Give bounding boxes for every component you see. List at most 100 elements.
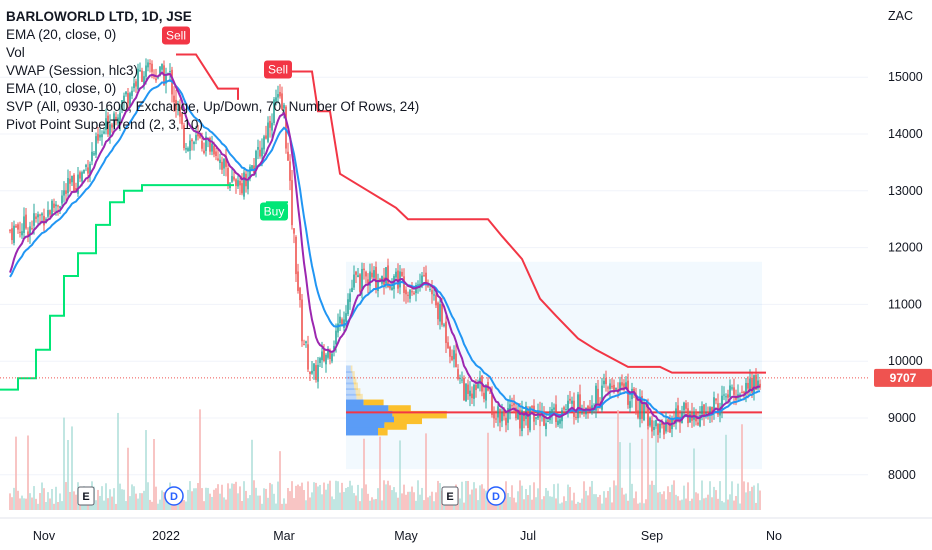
volume-bar	[621, 487, 623, 510]
price-tick-label: 12000	[888, 241, 923, 255]
volume-bar	[49, 498, 51, 510]
candle-body	[43, 215, 45, 226]
volume-bar	[407, 491, 409, 510]
candle-body	[503, 409, 505, 417]
candle-body	[605, 377, 607, 385]
candle-body	[19, 231, 21, 233]
volume-bar	[15, 436, 17, 510]
indicator-ema10[interactable]: EMA (10, close, 0)	[6, 81, 117, 96]
volume-bar	[759, 490, 761, 510]
volume-bar	[61, 501, 63, 510]
candle-body	[231, 176, 233, 182]
candle-body	[577, 394, 579, 419]
volume-bar	[101, 486, 103, 510]
volume-bar	[741, 424, 743, 510]
volume-bar	[343, 492, 345, 510]
volume-bar	[73, 491, 75, 510]
volume-bar	[63, 417, 65, 510]
dividend-event-marker	[486, 486, 506, 506]
svp-row-down	[388, 405, 411, 413]
candle-body	[697, 422, 699, 425]
volume-bar	[333, 499, 335, 510]
time-tick-label: No	[766, 529, 782, 543]
volume-bar	[615, 485, 617, 510]
earnings-event-marker	[441, 486, 459, 506]
volume-bar	[9, 493, 11, 510]
indicator-supertrend[interactable]: Pivot Point SuperTrend (2, 3, 10)	[6, 117, 203, 132]
candle-body	[549, 410, 551, 421]
volume-bar	[319, 484, 321, 510]
volume-bar	[475, 488, 477, 510]
candle-body	[497, 406, 499, 418]
candle-body	[637, 410, 639, 418]
candle-body	[357, 275, 359, 278]
indicator-volume[interactable]: Vol	[6, 45, 25, 60]
volume-bar	[235, 481, 237, 510]
candle-body	[635, 393, 637, 414]
volume-bar	[425, 433, 427, 510]
volume-bar	[399, 440, 401, 510]
volume-bar	[261, 503, 263, 510]
volume-bar	[701, 480, 703, 510]
candle-body	[83, 169, 85, 174]
indicator-ema20[interactable]: EMA (20, close, 0)	[6, 27, 117, 42]
volume-bar	[187, 489, 189, 510]
candle-body	[173, 95, 175, 103]
symbol-title[interactable]: BARLOWORLD LTD, 1D, JSE	[6, 9, 192, 24]
volume-bar	[597, 497, 599, 510]
volume-bar	[183, 500, 185, 510]
candle-body	[633, 388, 635, 393]
time-tick-label: Sep	[641, 529, 663, 543]
candle-body	[115, 116, 117, 121]
svp-row-down	[350, 365, 353, 373]
candle-body	[113, 113, 115, 128]
volume-bar	[241, 501, 243, 510]
candle-body	[335, 330, 337, 345]
candle-body	[729, 385, 731, 398]
volume-bar	[635, 491, 637, 510]
volume-bar	[375, 498, 377, 510]
candle-body	[513, 403, 515, 406]
svp-row-down	[394, 416, 422, 425]
candle-body	[145, 65, 147, 77]
candle-body	[331, 353, 333, 362]
volume-bar	[335, 480, 337, 510]
volume-bar	[409, 491, 411, 510]
svp-row-down	[363, 399, 384, 408]
volume-bar	[123, 489, 125, 510]
price-tick-label: 9000	[888, 411, 916, 425]
volume-bar	[753, 485, 755, 510]
volume-bar	[185, 501, 187, 510]
candle-body	[711, 406, 713, 413]
candle-body	[669, 419, 671, 433]
volume-bar	[541, 499, 543, 510]
candle-body	[319, 358, 321, 364]
candle-body	[203, 150, 205, 154]
candle-body	[467, 384, 469, 394]
volume-bar	[303, 490, 305, 510]
candle-body	[143, 76, 145, 86]
candle-body	[95, 136, 97, 155]
volume-bar	[367, 493, 369, 510]
volume-bar	[749, 491, 751, 510]
volume-bar	[277, 481, 279, 510]
candle-body	[677, 405, 679, 420]
svp-row-down	[354, 382, 358, 391]
indicator-svp[interactable]: SVP (All, 0930-1600, Exchange, Up/Down, …	[6, 99, 420, 114]
volume-bar	[661, 494, 663, 510]
candle-body	[291, 180, 293, 226]
volume-bar	[329, 480, 331, 510]
volume-bar	[161, 490, 163, 510]
volume-bar	[207, 487, 209, 510]
candle-body	[705, 412, 707, 414]
candle-body	[597, 388, 599, 404]
candle-body	[103, 131, 105, 134]
volume-bar	[751, 486, 753, 510]
volume-bar	[229, 488, 231, 510]
svp-row-down	[392, 410, 447, 419]
event-label: E	[446, 491, 453, 503]
price-tick-label: 13000	[888, 184, 923, 198]
volume-bar	[633, 498, 635, 510]
indicator-vwap[interactable]: VWAP (Session, hlc3)	[6, 63, 139, 78]
